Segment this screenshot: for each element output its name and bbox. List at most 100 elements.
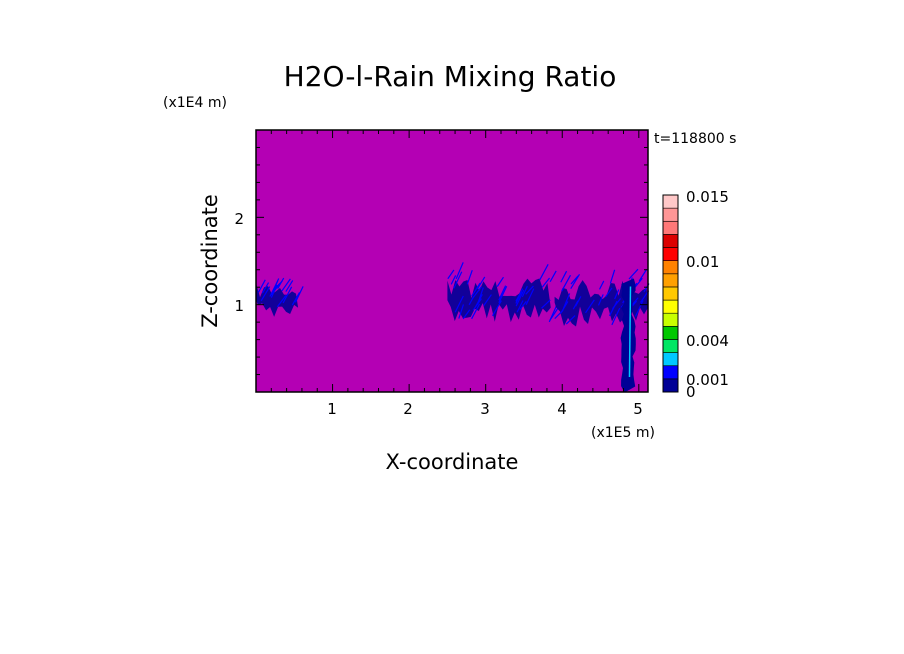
colorbar-swatch (662, 378, 679, 393)
rain-streak (554, 309, 564, 320)
rain-streak (466, 270, 473, 285)
rain-streak (548, 305, 557, 323)
rain-streak (516, 300, 524, 313)
rain-streak (498, 285, 507, 301)
colorbar-label: 0.004 (686, 332, 729, 350)
rain-streak (560, 270, 568, 283)
rain-streak (539, 264, 549, 281)
rain-streak (519, 300, 527, 311)
plot-area (255, 129, 650, 393)
colorbar-swatch (662, 326, 679, 340)
colorbar (662, 194, 679, 393)
colorbar-swatch (662, 220, 679, 235)
rain-streak (285, 280, 294, 292)
rain-streak (572, 300, 579, 310)
colorbar-swatch (662, 299, 679, 314)
rain-streak (562, 293, 571, 309)
rain-streak (612, 298, 622, 310)
rain-streak (597, 294, 604, 306)
rain-streak (277, 277, 285, 289)
rain-streak (257, 279, 266, 293)
rain-streak (483, 294, 492, 306)
colorbar-swatch (662, 273, 679, 288)
plot-background (256, 130, 648, 392)
rain-streak (291, 292, 301, 306)
x-unit-label: (x1E5 m) (591, 425, 655, 441)
rain-streak (498, 286, 508, 304)
colorbar-swatch (662, 312, 679, 327)
rain-streak (611, 307, 621, 326)
time-label: t=118800 s (654, 131, 736, 147)
rain-streak (525, 288, 535, 305)
rain-streak (639, 290, 650, 303)
chart-title: H2O-l-Rain Mixing Ratio (284, 60, 617, 93)
colorbar-swatch (662, 352, 679, 367)
rain-shaft-shape (620, 278, 636, 392)
rain-streak (628, 268, 639, 280)
colorbar-swatch (662, 365, 679, 380)
rain-streak (585, 299, 595, 314)
rain-streak (454, 295, 464, 313)
rain-patch-central-body (447, 278, 551, 323)
rain-streak (261, 282, 270, 294)
plot-frame (255, 129, 649, 393)
rain-streak (604, 287, 613, 298)
rain-streak (598, 280, 605, 290)
rain-streak (269, 280, 279, 297)
rain-streak (450, 275, 457, 285)
colorbar-label: 0.01 (686, 253, 719, 271)
rain-streak (515, 291, 523, 304)
rain-streak (549, 270, 557, 283)
colorbar-swatch (662, 234, 679, 248)
rain-streak (492, 300, 502, 317)
rain-streak (455, 262, 464, 280)
rain-streak (462, 309, 471, 320)
rain-patch-west (256, 277, 304, 317)
colorbar-label: 0.001 (686, 371, 729, 389)
rain-streak (282, 286, 293, 304)
rain-streak (270, 284, 278, 298)
rain-streak (515, 288, 524, 302)
colorbar-swatch (662, 207, 679, 222)
rain-shaft-core (628, 286, 632, 378)
rain-streak (471, 303, 481, 320)
rain-streak (281, 278, 291, 292)
colorbar-swatch (662, 286, 679, 301)
rain-streak (453, 271, 463, 289)
rain-streak (638, 269, 648, 282)
rain-streak (634, 300, 644, 317)
y-unit-label: (x1E4 m) (163, 95, 227, 111)
x-tick-label: 5 (633, 400, 643, 418)
rain-streak (260, 286, 271, 302)
rain-streak (570, 275, 579, 285)
y-tick-label: 1 (234, 297, 244, 315)
colorbar-label: 0 (686, 383, 696, 401)
rain-streak (294, 286, 304, 303)
colorbar-swatch (662, 247, 679, 261)
rain-streak (471, 282, 481, 297)
x-tick-label: 1 (327, 400, 337, 418)
rain-streak (565, 315, 576, 325)
rain-streak (515, 289, 525, 307)
x-tick-label: 2 (403, 400, 413, 418)
colorbar-swatch (662, 194, 679, 209)
x-tick-label: 3 (480, 400, 490, 418)
rain-streak (541, 299, 551, 309)
rain-streak (447, 269, 455, 280)
rain-patch-central (447, 262, 559, 323)
y-tick-label: 2 (234, 210, 244, 228)
rain-streak (614, 289, 620, 300)
rain-streak (276, 294, 287, 308)
rain-streak (609, 269, 616, 284)
colorbar-frame (662, 194, 679, 393)
rain-streak (541, 277, 551, 288)
y-axis-label: Z-coordinate (198, 194, 222, 328)
colorbar-label: 0.015 (686, 188, 729, 206)
rain-shaft (620, 278, 636, 392)
rain-streak (476, 276, 486, 290)
x-axis-label: X-coordinate (386, 450, 519, 474)
rain-streak (458, 304, 465, 319)
x-tick-label: 4 (557, 400, 567, 418)
colorbar-swatch (662, 260, 679, 275)
